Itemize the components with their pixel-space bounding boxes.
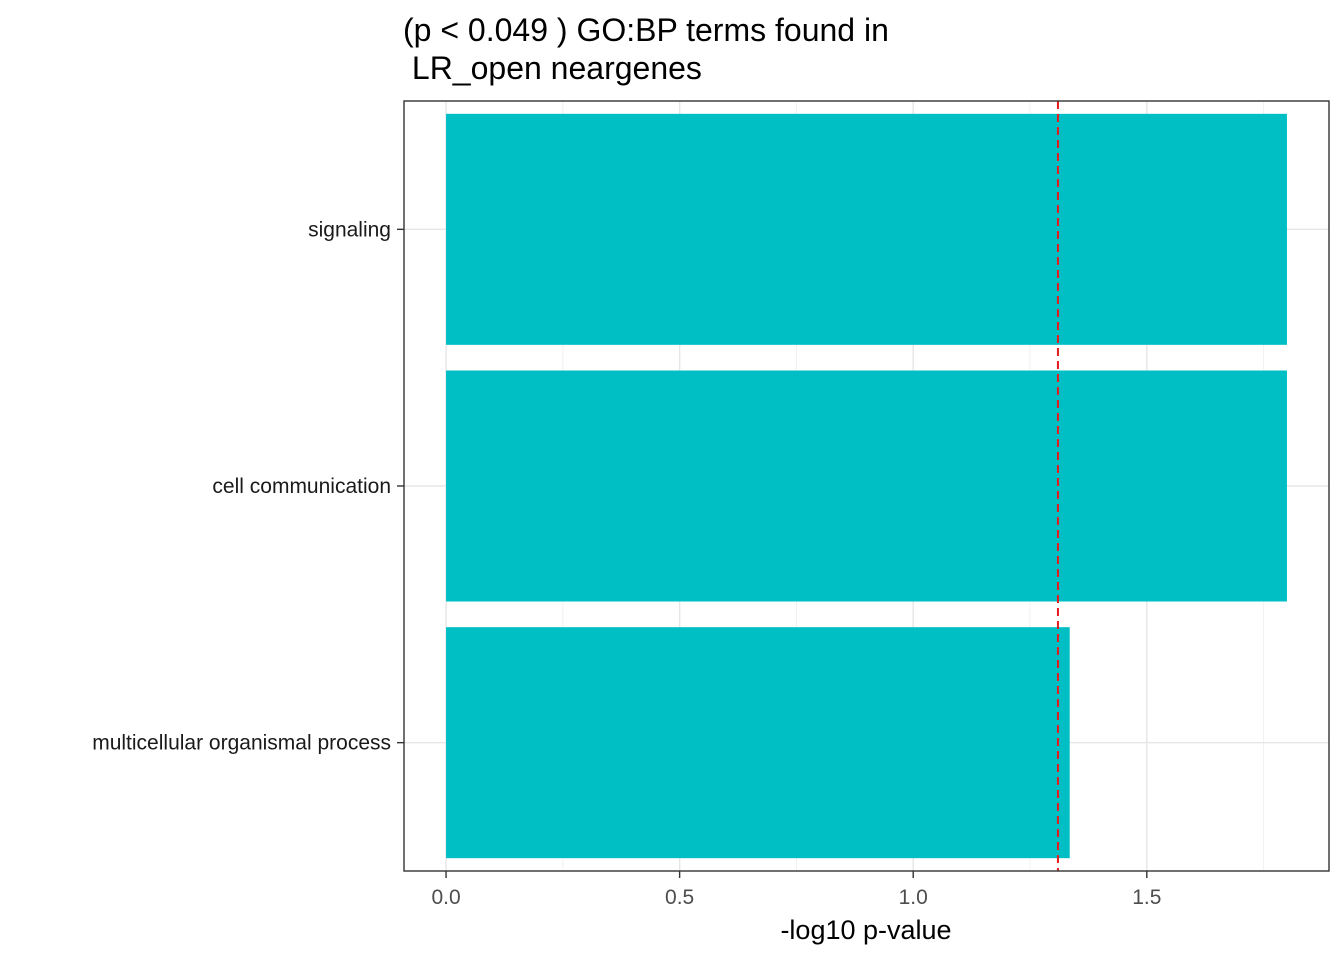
bar [446,370,1287,602]
x-axis-title: -log10 p-value [780,915,951,945]
x-tick-label: 0.0 [431,886,460,909]
bars [446,113,1287,859]
chart-title-line-2: LR_open neargenes [403,50,702,86]
bar [446,627,1070,859]
bar [446,113,1287,345]
chart-title-line-1: (p < 0.049 ) GO:BP terms found in [403,12,889,48]
y-axis: signaling cell communication multicellular… [92,218,404,755]
y-tick-label: cell communication [212,475,391,498]
y-tick-label: signaling [308,218,391,241]
x-tick-label: 0.5 [665,886,694,909]
x-tick-label: 1.0 [899,886,928,909]
x-axis: 0.0 0.5 1.0 1.5 [431,871,1161,909]
y-tick-label: multicellular organismal process [92,732,391,755]
x-tick-label: 1.5 [1132,886,1161,909]
